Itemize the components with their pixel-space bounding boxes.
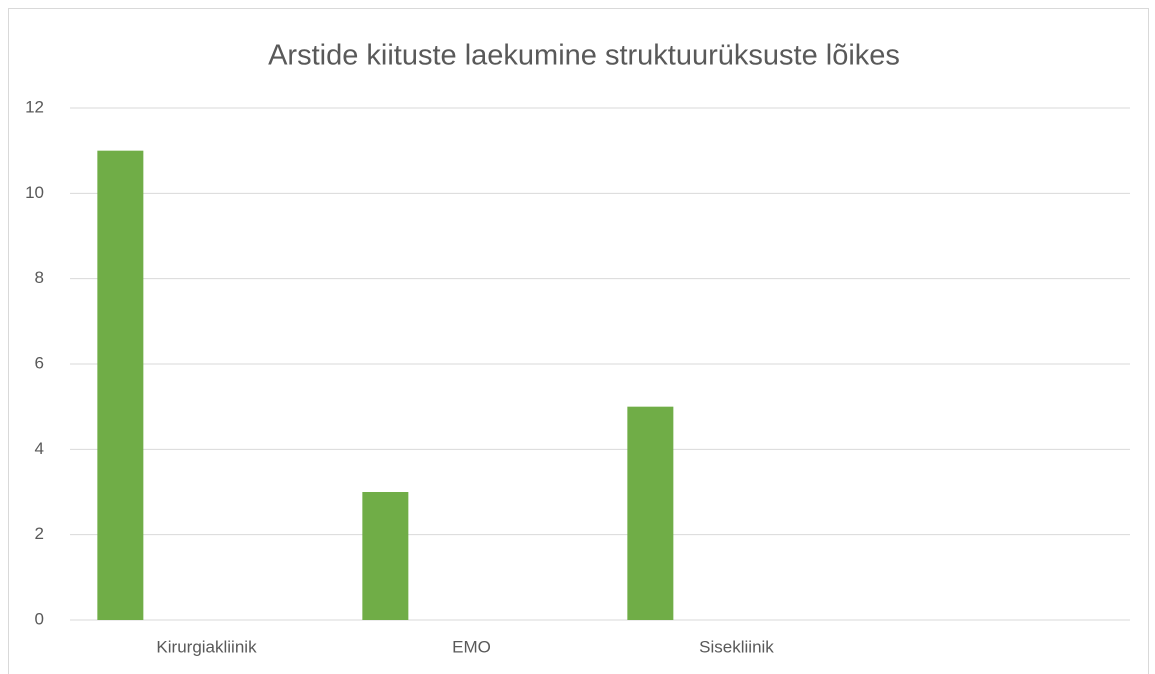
y-tick-label: 6 bbox=[35, 353, 44, 372]
y-tick-label: 2 bbox=[35, 524, 44, 543]
bar bbox=[627, 406, 674, 620]
x-tick-label: Sisekliinik bbox=[699, 637, 774, 656]
x-tick-label: Kirurgiakliinik bbox=[156, 637, 257, 656]
y-tick-label: 0 bbox=[35, 609, 44, 628]
bar bbox=[362, 492, 409, 620]
bar bbox=[97, 150, 144, 620]
y-tick-label: 8 bbox=[35, 268, 44, 287]
y-tick-label: 4 bbox=[35, 439, 44, 458]
x-tick-label: EMO bbox=[452, 637, 491, 656]
chart-frame bbox=[8, 8, 1149, 674]
chart-title: Arstide kiituste laekumine struktuurüksu… bbox=[268, 40, 900, 72]
y-tick-label: 10 bbox=[25, 183, 44, 202]
y-tick-label: 12 bbox=[25, 97, 44, 116]
